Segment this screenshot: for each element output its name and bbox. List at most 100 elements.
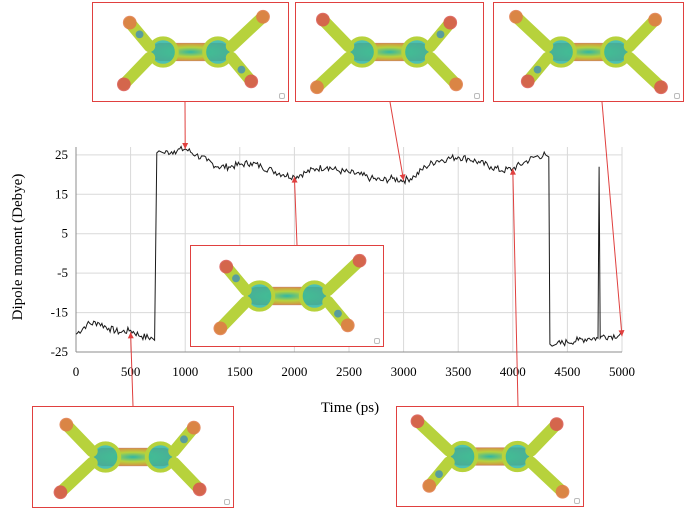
molecule-arm-tip bbox=[422, 479, 437, 493]
molecule-ring bbox=[346, 36, 378, 68]
x-axis-title: Time (ps) bbox=[321, 400, 379, 416]
molecule-shape bbox=[213, 253, 367, 336]
molecule-arm-tip bbox=[410, 414, 425, 429]
x-tick-label: 2500 bbox=[336, 364, 362, 379]
molecule-shape bbox=[117, 9, 270, 92]
molecule-spot bbox=[533, 65, 542, 74]
molecule-spot bbox=[334, 309, 342, 318]
molecule-arm-tip bbox=[443, 15, 458, 30]
connector-arrowhead bbox=[291, 176, 298, 183]
molecule-arm-tip bbox=[648, 12, 662, 27]
molecule-arm-tip bbox=[316, 12, 330, 27]
molecule-image bbox=[509, 9, 668, 95]
molecule-arm bbox=[411, 415, 455, 457]
axes bbox=[75, 147, 622, 353]
x-tick-label: 0 bbox=[73, 364, 80, 379]
molecule-image bbox=[310, 12, 463, 95]
molecule-arm bbox=[225, 10, 269, 52]
molecule-ring bbox=[89, 441, 122, 473]
connector-arrowhead bbox=[182, 142, 189, 149]
x-tick-label: 4500 bbox=[554, 364, 580, 379]
molecule-arm-tip bbox=[53, 485, 68, 500]
y-tick-label: 5 bbox=[62, 226, 69, 241]
molecule-arm-tip bbox=[555, 484, 570, 499]
x-tick-label: 500 bbox=[121, 364, 141, 379]
y-tick-labels: 25 15 5 -5 -15 -25 bbox=[51, 147, 68, 359]
molecule-inset-top-left bbox=[92, 2, 289, 102]
molecule-arm-tip bbox=[186, 420, 201, 435]
molecule-spot bbox=[232, 274, 240, 283]
molecule-inset-top-right bbox=[493, 2, 684, 102]
molecule-spot bbox=[237, 65, 246, 74]
molecule-spot bbox=[436, 30, 445, 39]
molecule-arm-tip bbox=[520, 74, 535, 89]
connector-line bbox=[512, 168, 519, 407]
molecule-image bbox=[213, 253, 367, 336]
molecule-image bbox=[410, 414, 570, 499]
y-tick-label: -5 bbox=[57, 265, 68, 280]
molecule-arm-tip bbox=[59, 417, 74, 432]
molecule-inset-bottom-left bbox=[32, 406, 234, 508]
molecule-arm-tip bbox=[352, 253, 367, 268]
molecule-arm-tip bbox=[654, 80, 668, 95]
molecule-arm-tip bbox=[244, 74, 259, 89]
molecule-inset-bottom-right bbox=[396, 406, 584, 507]
molecule-arm-tip bbox=[549, 417, 564, 432]
molecule-arm-tip bbox=[509, 9, 523, 24]
molecule-spot bbox=[135, 30, 144, 39]
series-group bbox=[75, 145, 623, 347]
molecule-ring bbox=[501, 440, 534, 473]
x-tick-labels: 0 500 1000 1500 2000 2500 3000 3500 4000 4500 5000 bbox=[73, 364, 635, 379]
x-tick-label: 5000 bbox=[609, 364, 635, 379]
molecule-arm-tip bbox=[256, 9, 270, 24]
molecule-arm-tip bbox=[340, 318, 355, 333]
molecule-arm bbox=[623, 51, 667, 94]
y-tick-label: 15 bbox=[55, 186, 68, 201]
x-tick-label: 3000 bbox=[391, 364, 417, 379]
x-tick-label: 1000 bbox=[172, 364, 198, 379]
molecule-inset-center bbox=[190, 245, 384, 347]
y-tick-label: -15 bbox=[51, 305, 68, 320]
molecule-arm bbox=[54, 457, 98, 499]
connector-arrowhead bbox=[127, 332, 134, 339]
molecule-ring bbox=[446, 440, 479, 473]
connector-line bbox=[293, 176, 298, 246]
molecule-ring bbox=[298, 280, 331, 312]
molecule-arm bbox=[311, 51, 355, 94]
molecule-ring bbox=[545, 36, 577, 68]
molecule-arm bbox=[510, 10, 554, 52]
molecule-arm-tip bbox=[117, 77, 131, 92]
molecule-spot bbox=[435, 470, 443, 479]
molecule-shape bbox=[410, 414, 570, 499]
connector-line bbox=[130, 332, 134, 407]
connector-arrowhead bbox=[509, 168, 516, 175]
x-tick-label: 3500 bbox=[445, 364, 471, 379]
molecule-arm-tip bbox=[122, 15, 137, 30]
molecule-arm-tip bbox=[192, 482, 207, 497]
molecule-image bbox=[53, 417, 207, 500]
connector-arrowhead bbox=[618, 329, 625, 337]
molecule-arm-tip bbox=[219, 259, 234, 274]
molecule-shape bbox=[509, 9, 668, 95]
series-line-0 bbox=[75, 145, 623, 347]
molecule-inset-top-center bbox=[295, 2, 484, 102]
molecule-ring bbox=[600, 36, 632, 68]
y-axis-title: Dipole moment (Debye) bbox=[10, 174, 26, 321]
connector-line bbox=[601, 101, 623, 337]
molecule-arm-tip bbox=[213, 321, 228, 336]
molecule-image bbox=[117, 9, 270, 92]
x-tick-label: 2000 bbox=[281, 364, 307, 379]
molecule-arm-tip bbox=[310, 80, 324, 95]
molecule-shape bbox=[310, 12, 463, 95]
x-tick-label: 1500 bbox=[227, 364, 253, 379]
annotation-connectors bbox=[127, 101, 625, 407]
connector-line bbox=[389, 101, 405, 181]
x-tick-label: 4000 bbox=[500, 364, 526, 379]
connector-arrowhead bbox=[399, 174, 406, 181]
molecule-arm-tip bbox=[449, 77, 463, 92]
y-tick-label: 25 bbox=[55, 147, 68, 162]
molecule-arm bbox=[525, 456, 569, 498]
molecule-spot bbox=[180, 435, 188, 444]
molecule-arm bbox=[322, 254, 366, 296]
